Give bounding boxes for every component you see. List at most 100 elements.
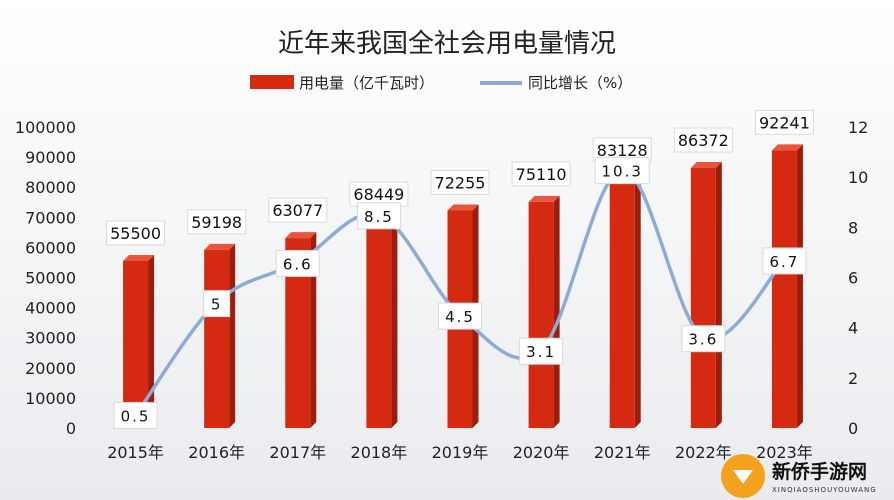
y-left-tick-label: 70000 [25, 208, 76, 227]
growth-label-box [275, 249, 320, 277]
y-axis-right: 0 2 4 6 8 10 12 [848, 118, 868, 438]
bar-label-box [349, 181, 409, 207]
growth-label-box [519, 337, 564, 365]
bar-value-label: 55500 [110, 224, 161, 243]
growth-label-box [594, 157, 650, 185]
bar-value-label: 59198 [191, 213, 242, 232]
bar [528, 201, 554, 428]
logo-site-name: 新侨手游网 [772, 460, 867, 483]
bar-value-label: 92241 [759, 113, 810, 132]
logo-site-url: XINQIAOSHOUYOUWANG [772, 486, 877, 494]
y-right-tick-label: 8 [848, 218, 858, 237]
bar-label-box [187, 209, 247, 235]
bar-value-label: 83128 [597, 141, 648, 160]
bar-side [796, 144, 803, 428]
bar [609, 177, 635, 428]
growth-label-box [203, 290, 231, 318]
growth-value-label: 6.6 [283, 255, 313, 273]
growth-value-label: 6.7 [770, 253, 800, 271]
bar-side [715, 162, 722, 429]
bar-data-labels: 55500 59198 63077 68449 72255 75110 83128 86372… [106, 109, 814, 246]
bar-value-label: 68449 [353, 185, 404, 204]
y-left-tick-label: 50000 [25, 269, 76, 288]
growth-value-label: 10.3 [602, 163, 643, 181]
bar-top [528, 195, 560, 202]
x-tick-label: 2018年 [351, 443, 408, 462]
y-left-tick-label: 0 [66, 419, 76, 438]
y-right-tick-label: 6 [848, 269, 858, 288]
bar-value-label: 63077 [272, 201, 323, 220]
bar-label-box [673, 127, 733, 153]
bar [366, 221, 392, 428]
y-left-tick-label: 100000 [15, 118, 76, 137]
growth-value-label: 4.5 [445, 308, 475, 326]
y-right-tick-label: 4 [848, 319, 858, 338]
growth-label-box [438, 302, 482, 330]
growth-label-box [113, 401, 158, 429]
growth-value-label: 5 [211, 296, 223, 314]
growth-label-box [762, 247, 807, 275]
chart-title: 近年来我国全社会用电量情况 [278, 29, 616, 59]
bar-top [285, 232, 317, 239]
y-right-tick-label: 12 [848, 118, 868, 137]
y-left-tick-label: 40000 [25, 299, 76, 318]
x-tick-label: 2015年 [107, 443, 164, 462]
bar-top [690, 162, 722, 169]
x-tick-label: 2021年 [594, 443, 651, 462]
line-series [133, 167, 787, 418]
bar [690, 168, 716, 429]
x-tick-label: 2019年 [432, 443, 489, 462]
logo-heart-icon [733, 470, 753, 484]
line-data-labels: 0.5 5 6.6 8.5 4.5 3.1 10.3 3.6 6.7 [113, 157, 807, 429]
bar-label-box [430, 170, 490, 196]
bar-top [447, 204, 479, 211]
legend-label-bar: 用电量（亿千瓦时） [299, 74, 434, 92]
bar-label-box [754, 109, 814, 135]
x-tick-label: 2022年 [675, 443, 732, 462]
y-left-tick-label: 10000 [25, 389, 76, 408]
bar-top [771, 144, 803, 151]
growth-value-label: 8.5 [364, 208, 394, 226]
legend: 用电量（亿千瓦时） 同比增长（%） [250, 74, 632, 92]
y-left-tick-label: 90000 [25, 148, 76, 167]
bar-side [634, 171, 641, 428]
y-right-tick-label: 0 [848, 419, 858, 438]
site-logo: 新侨手游网 XINQIAOSHOUYOUWANG [721, 454, 877, 498]
bar-label-box [106, 220, 166, 246]
growth-label-box [356, 202, 401, 230]
x-tick-label: 2023年 [756, 443, 813, 462]
y-right-tick-label: 10 [848, 168, 868, 187]
growth-value-label: 3.6 [688, 331, 718, 349]
y-axis-left: 0 10000 20000 30000 40000 50000 60000 70000 8000… [15, 118, 76, 438]
bar-side [148, 254, 155, 428]
bar-side [553, 195, 560, 428]
growth-value-label: 0.5 [121, 407, 151, 425]
y-left-tick-label: 60000 [25, 238, 76, 257]
y-left-tick-label: 80000 [25, 178, 76, 197]
bar [771, 150, 797, 428]
x-tick-label: 2017年 [269, 443, 326, 462]
growth-value-label: 3.1 [526, 343, 556, 361]
y-left-tick-label: 20000 [25, 359, 76, 378]
bar-side [310, 232, 317, 428]
bar-value-label: 72255 [435, 174, 486, 193]
x-axis: 2015年 2016年 2017年 2018年 2019年 2020年 2021年 2022年… [107, 443, 813, 462]
legend-label-line: 同比增长（%） [528, 74, 632, 92]
legend-swatch-bar [250, 75, 294, 89]
y-right-tick-label: 2 [848, 369, 858, 388]
x-tick-label: 2020年 [513, 443, 570, 462]
bar-top [123, 254, 155, 261]
bar [204, 249, 230, 428]
bar-side [229, 243, 236, 428]
bar-value-label: 86372 [678, 131, 729, 150]
growth-label-box [681, 325, 726, 353]
bar-label-box [511, 161, 571, 187]
y-left-tick-label: 30000 [25, 329, 76, 348]
bar-top [204, 243, 236, 250]
bar-label-box [268, 197, 328, 223]
x-tick-label: 2016年 [188, 443, 245, 462]
bar-side [391, 215, 398, 428]
growth-line [133, 167, 787, 418]
